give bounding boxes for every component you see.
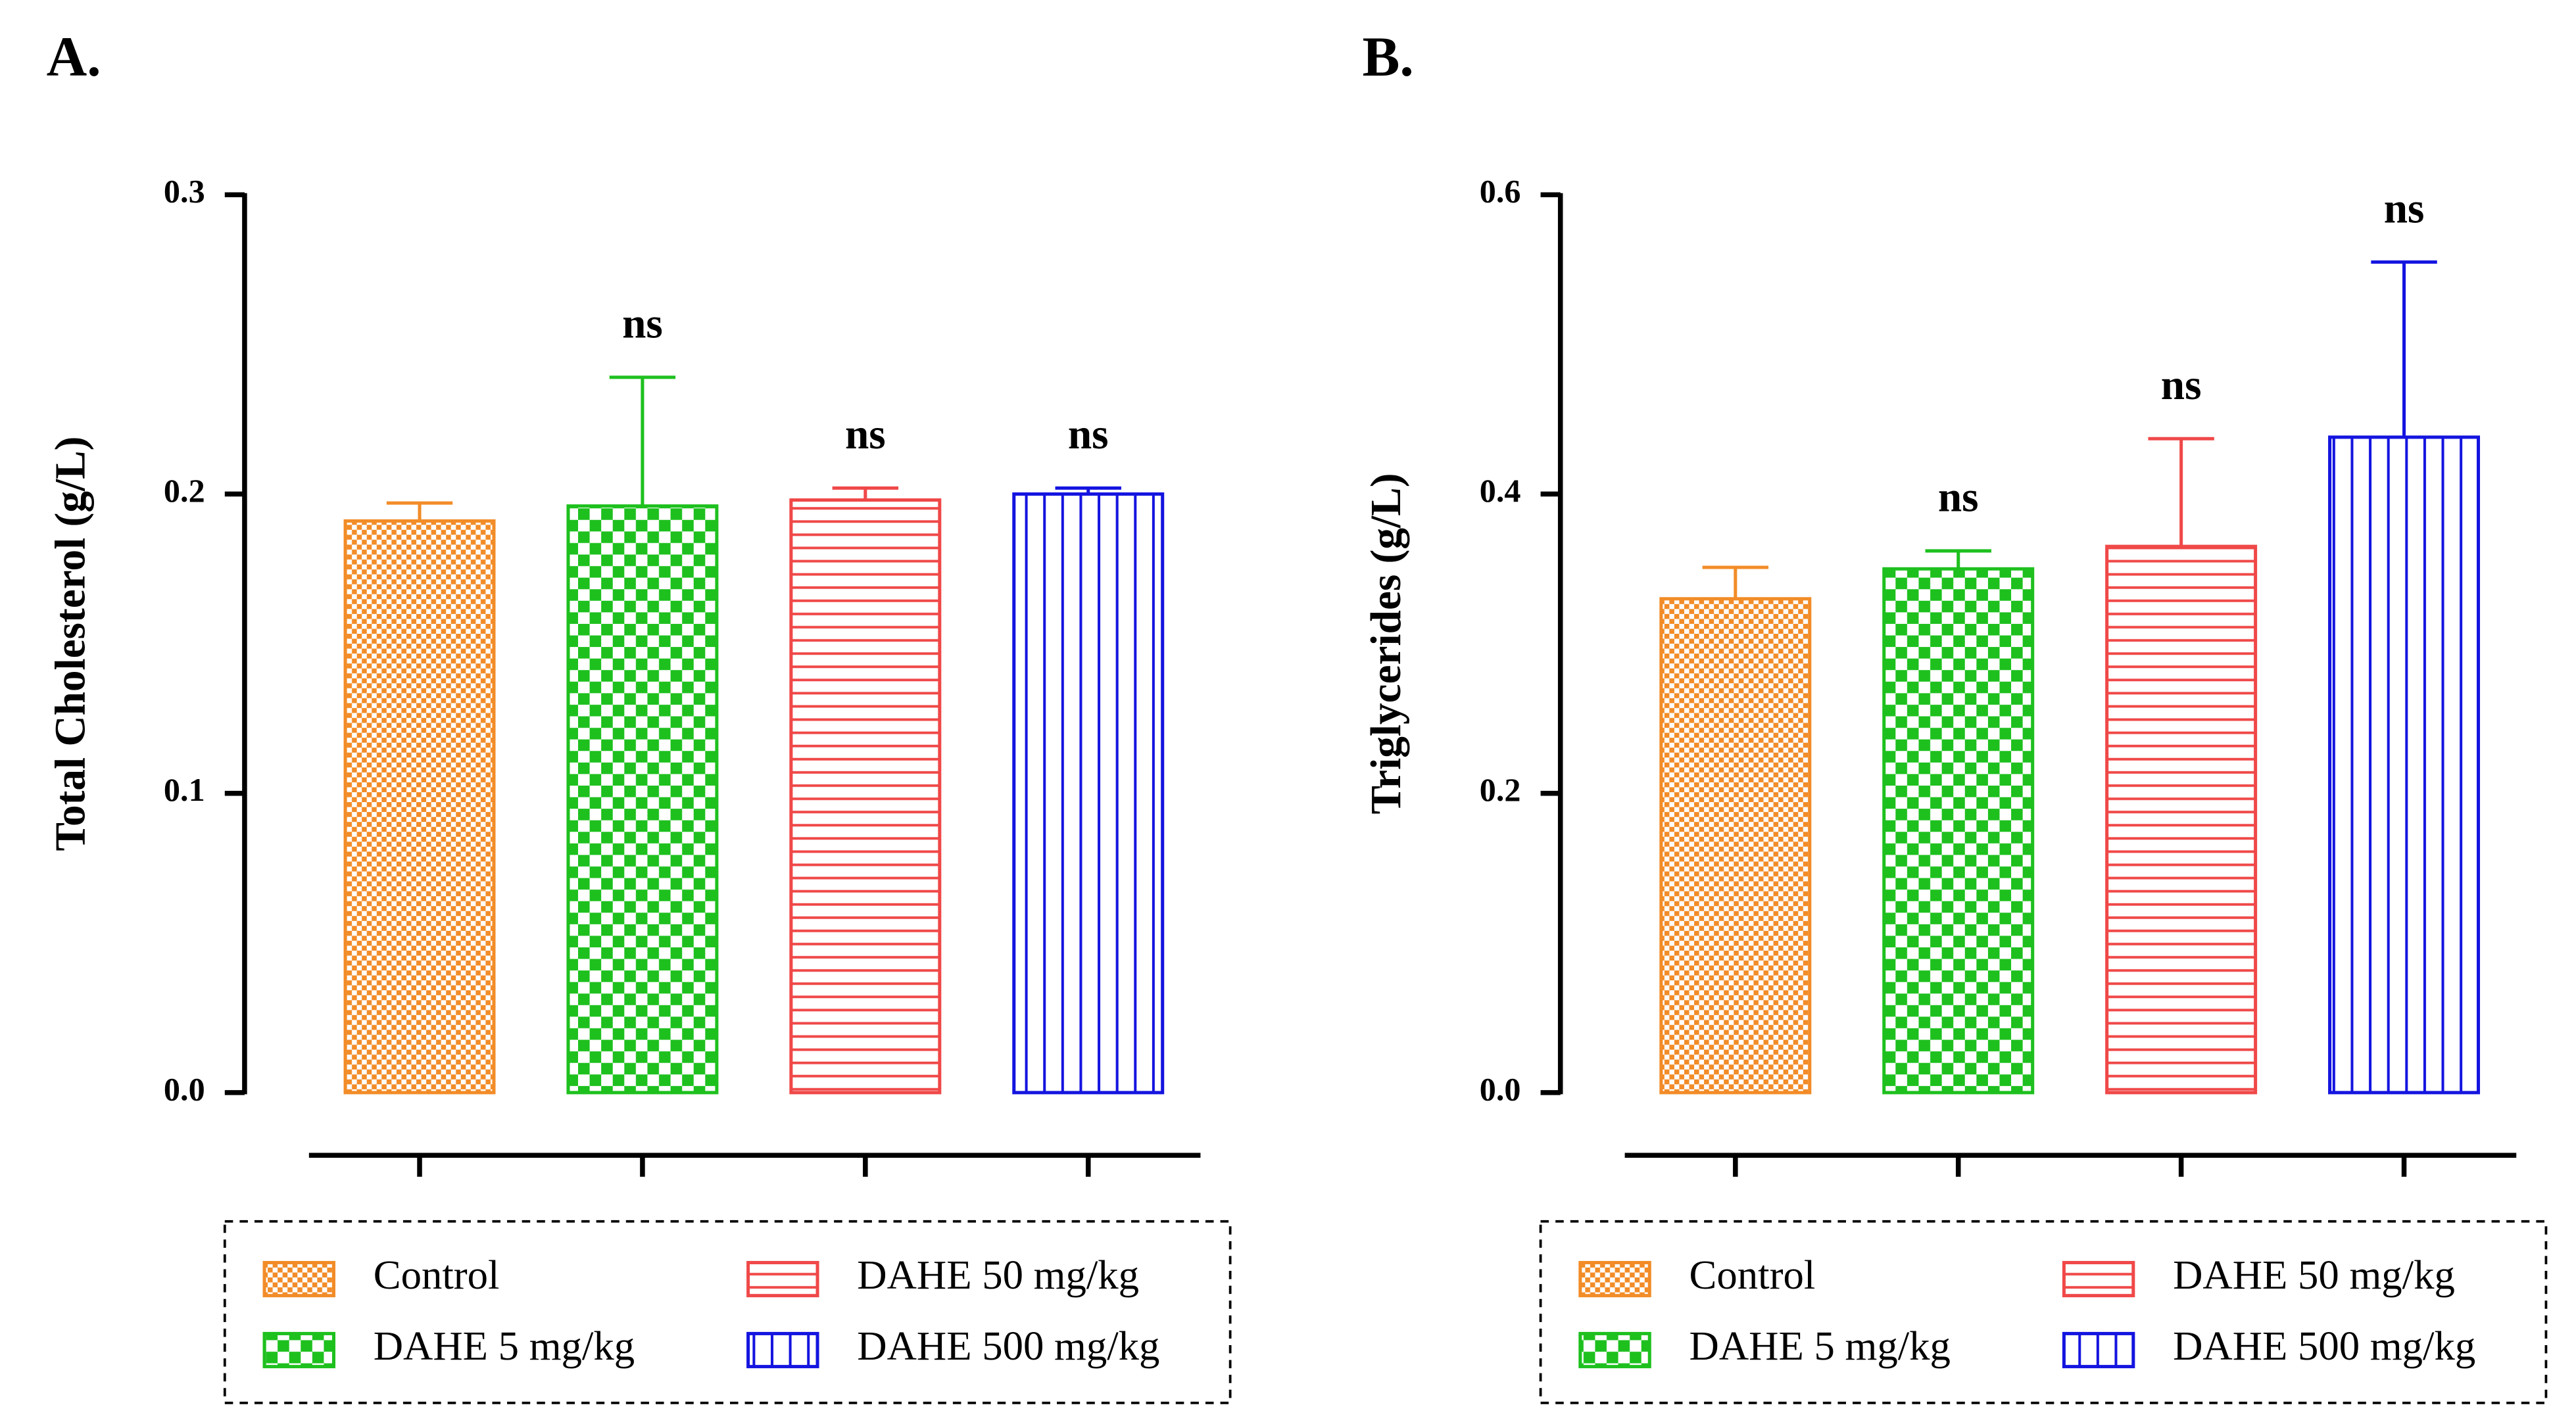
y-tick-label: 0.2 bbox=[1480, 771, 1521, 808]
legend-swatch bbox=[746, 1331, 819, 1369]
bar bbox=[343, 519, 496, 1095]
y-tick-label: 0.1 bbox=[164, 771, 205, 808]
bar bbox=[566, 504, 719, 1095]
y-tick-label: 0.6 bbox=[1480, 173, 1521, 210]
bar bbox=[1882, 567, 2035, 1095]
significance-label: ns bbox=[1068, 411, 1109, 458]
panel-label: A. bbox=[47, 26, 101, 88]
y-tick-label: 0.0 bbox=[164, 1070, 205, 1107]
legend-box bbox=[223, 1220, 1232, 1404]
y-tick-label: 0.0 bbox=[1480, 1070, 1521, 1107]
bar bbox=[2328, 435, 2481, 1095]
significance-label: ns bbox=[2161, 362, 2202, 409]
legend-box bbox=[1539, 1220, 2548, 1404]
legend-label: DAHE 500 mg/kg bbox=[857, 1323, 1159, 1369]
significance-label: ns bbox=[845, 411, 886, 458]
y-axis-label: Total Cholesterol (g/L) bbox=[47, 437, 94, 851]
y-tick-label: 0.3 bbox=[164, 173, 205, 210]
bar bbox=[1012, 492, 1165, 1095]
y-tick-label: 0.4 bbox=[1480, 472, 1521, 509]
y-axis-label: Triglycerides (g/L) bbox=[1363, 473, 1410, 815]
legend-swatch bbox=[1578, 1331, 1651, 1369]
bar bbox=[2105, 544, 2258, 1095]
panel-label: B. bbox=[1362, 26, 1413, 88]
legend-label: DAHE 5 mg/kg bbox=[374, 1323, 635, 1369]
significance-label: ns bbox=[1938, 474, 1979, 521]
bar bbox=[789, 498, 942, 1095]
legend-label: DAHE 50 mg/kg bbox=[2173, 1252, 2455, 1298]
legend-swatch bbox=[262, 1260, 335, 1298]
legend-swatch bbox=[2062, 1260, 2135, 1298]
y-tick-label: 0.2 bbox=[164, 472, 205, 509]
legend-swatch bbox=[262, 1331, 335, 1369]
legend-swatch bbox=[1578, 1260, 1651, 1298]
legend-swatch bbox=[2062, 1331, 2135, 1369]
legend-label: DAHE 500 mg/kg bbox=[2173, 1323, 2475, 1369]
significance-label: ns bbox=[622, 300, 663, 348]
legend-label: Control bbox=[374, 1252, 500, 1298]
bar bbox=[1659, 597, 1812, 1095]
legend-label: DAHE 5 mg/kg bbox=[1689, 1323, 1951, 1369]
significance-label: ns bbox=[2384, 185, 2425, 232]
legend-label: Control bbox=[1689, 1252, 1816, 1298]
legend-swatch bbox=[746, 1260, 819, 1298]
legend-label: DAHE 50 mg/kg bbox=[857, 1252, 1139, 1298]
